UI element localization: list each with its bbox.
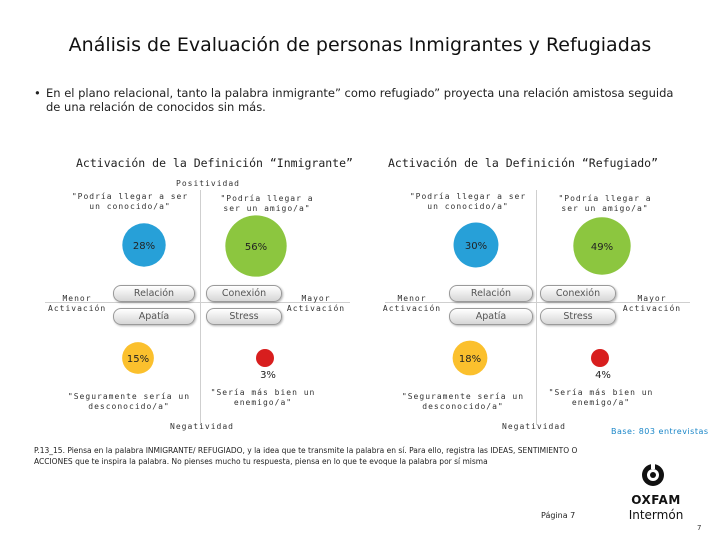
bubble-layer: 28% 56% 15% 3% — [122, 215, 287, 381]
bubble-1 — [573, 217, 631, 275]
axis-word-apatia: Apatía — [113, 308, 195, 325]
bullet-symbol: • — [34, 86, 41, 100]
axis-label-right: Mayor Activación — [622, 294, 682, 313]
bubble-0 — [453, 222, 499, 268]
quadrant-label-desconocido: "Seguramente sería un desconocido/a" — [401, 392, 525, 411]
quadrant-label-conocido: "Podría llegar a ser un conocido/a" — [409, 192, 527, 211]
quadrant-label-enemigo: "Sería más bien un enemigo/a" — [210, 388, 316, 407]
axis-word-conexion: Conexión — [206, 285, 282, 302]
axis-word-apatia: Apatía — [449, 308, 533, 325]
chart-refugiado: Activación de la Definición “Refugiado” … — [340, 150, 720, 440]
chart-title: Activación de la Definición “Refugiado” — [388, 156, 659, 170]
bubble-value-label: 30% — [465, 241, 487, 252]
footnote: P.13_15. Piensa en la palabra INMIGRANTE… — [34, 446, 578, 466]
quadrant-label-enemigo: "Sería más bien un enemigo/a" — [548, 388, 654, 407]
axis-label-bottom: Negatividad — [502, 422, 566, 431]
quadrant-label-desconocido: "Seguramente sería un desconocido/a" — [67, 392, 191, 411]
bubble-layer: 30% 49% 18% 4% — [452, 217, 631, 381]
bubble-3 — [591, 349, 609, 367]
base-note: Base: 803 entrevistas — [611, 427, 709, 436]
axis-label-top: Positividad — [176, 179, 240, 188]
axis-label-right: Mayor Activación — [286, 294, 346, 313]
bullet-point: • En el plano relacional, tanto la palab… — [34, 86, 674, 114]
bubble-1 — [225, 215, 287, 277]
bubble-value-label: 56% — [245, 242, 267, 253]
vertical-axis-line — [200, 190, 201, 425]
chart-inmigrante: Activación de la Definición “Inmigrante”… — [0, 150, 360, 440]
page-title: Análisis de Evaluación de personas Inmig… — [68, 34, 652, 56]
horizontal-axis-line — [385, 302, 690, 303]
page-number: 7 — [697, 524, 702, 532]
bubble-2 — [452, 340, 488, 376]
oxfam-logo-icon — [642, 462, 664, 486]
axis-word-stress: Stress — [540, 308, 616, 325]
bubble-0 — [122, 223, 166, 267]
horizontal-axis-line — [45, 302, 350, 303]
axis-word-stress: Stress — [206, 308, 282, 325]
logo-line1: OXFAM — [631, 493, 681, 507]
axis-word-relacion: Relación — [113, 285, 195, 302]
bubble-value-label: 18% — [459, 354, 481, 365]
bubble-value-label: 28% — [133, 241, 155, 252]
bubble-value-label: 49% — [591, 242, 613, 253]
axis-word-relacion: Relación — [449, 285, 533, 302]
page-label: Página 7 — [541, 511, 576, 520]
bubble-2 — [122, 342, 154, 374]
chart-title: Activación de la Definición “Inmigrante” — [76, 156, 353, 170]
bubble-value-label: 3% — [260, 370, 276, 381]
bubble-value-label: 15% — [127, 354, 149, 365]
bullet-text: En el plano relacional, tanto la palabra… — [46, 86, 674, 114]
bubble-3 — [256, 349, 274, 367]
axis-label-left: Menor Activación — [382, 294, 442, 313]
vertical-axis-line — [536, 190, 537, 425]
bubble-value-label: 4% — [595, 370, 611, 381]
axis-word-conexion: Conexión — [540, 285, 616, 302]
axis-label-bottom: Negatividad — [170, 422, 234, 431]
quadrant-label-conocido: "Podría llegar a ser un conocido/a" — [71, 192, 189, 211]
quadrant-label-amigo: "Podría llegar a ser un amigo/a" — [558, 194, 652, 213]
logo-line2: Intermón — [628, 508, 684, 522]
quadrant-label-amigo: "Podría llegar a ser un amigo/a" — [220, 194, 314, 213]
axis-label-left: Menor Activación — [48, 294, 107, 313]
